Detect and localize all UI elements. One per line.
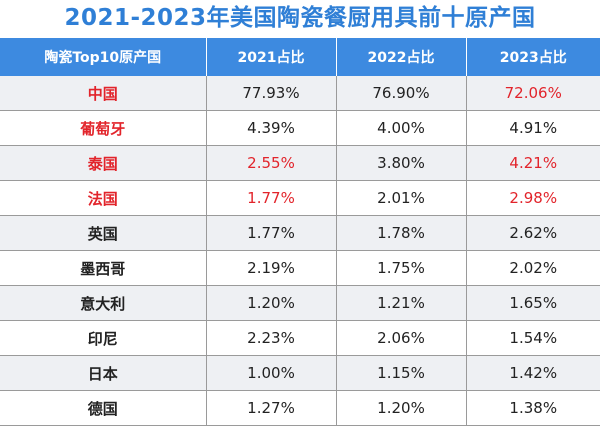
share-cell-2021: 1.00%	[206, 355, 337, 391]
share-cell-2023: 4.91%	[466, 110, 600, 146]
table-row: 意大利 1.20% 1.21% 1.65%	[0, 285, 600, 321]
share-cell-2022: 1.20%	[336, 390, 467, 426]
share-cell-2021: 1.77%	[206, 180, 337, 216]
share-cell-2023: 72.06%	[466, 76, 600, 111]
column-header-country: 陶瓷Top10原产国	[0, 38, 207, 76]
share-cell-2022: 1.75%	[336, 250, 467, 286]
data-table: 陶瓷Top10原产国 2021占比 2022占比 2023占比 中国 77.93%…	[0, 38, 600, 426]
table-body: 中国 77.93% 76.90% 72.06% 葡萄牙 4.39% 4.00% 4.91% 泰国…	[0, 76, 600, 426]
share-cell-2022: 2.01%	[336, 180, 467, 216]
table-row: 印尼 2.23% 2.06% 1.54%	[0, 320, 600, 356]
table-row: 墨西哥 2.19% 1.75% 2.02%	[0, 250, 600, 286]
share-cell-2022: 3.80%	[336, 145, 467, 181]
share-cell-2021: 1.77%	[206, 215, 337, 251]
country-cell: 葡萄牙	[0, 110, 207, 146]
chart-title: 2021-2023年美国陶瓷餐厨用具前十原产国	[64, 5, 536, 31]
country-cell: 法国	[0, 180, 207, 216]
share-cell-2021: 1.27%	[206, 390, 337, 426]
country-cell: 墨西哥	[0, 250, 207, 286]
header-row: 陶瓷Top10原产国 2021占比 2022占比 2023占比	[0, 38, 600, 76]
share-cell-2022: 1.15%	[336, 355, 467, 391]
country-cell: 意大利	[0, 285, 207, 321]
share-cell-2022: 76.90%	[336, 76, 467, 111]
column-header-2022: 2022占比	[336, 38, 467, 76]
share-cell-2023: 2.98%	[466, 180, 600, 216]
share-cell-2021: 4.39%	[206, 110, 337, 146]
table-row: 日本 1.00% 1.15% 1.42%	[0, 355, 600, 391]
share-cell-2021: 2.19%	[206, 250, 337, 286]
share-cell-2022: 4.00%	[336, 110, 467, 146]
country-cell: 泰国	[0, 145, 207, 181]
table-row: 英国 1.77% 1.78% 2.62%	[0, 215, 600, 251]
table-row: 葡萄牙 4.39% 4.00% 4.91%	[0, 110, 600, 146]
share-cell-2023: 2.02%	[466, 250, 600, 286]
table-row: 法国 1.77% 2.01% 2.98%	[0, 180, 600, 216]
country-cell: 英国	[0, 215, 207, 251]
share-cell-2023: 4.21%	[466, 145, 600, 181]
share-cell-2023: 1.54%	[466, 320, 600, 356]
table-row: 德国 1.27% 1.20% 1.38%	[0, 390, 600, 426]
country-cell: 中国	[0, 76, 207, 111]
share-cell-2023: 1.38%	[466, 390, 600, 426]
country-cell: 德国	[0, 390, 207, 426]
country-cell: 日本	[0, 355, 207, 391]
table-row: 泰国 2.55% 3.80% 4.21%	[0, 145, 600, 181]
share-cell-2021: 2.23%	[206, 320, 337, 356]
share-cell-2021: 2.55%	[206, 145, 337, 181]
share-cell-2022: 1.21%	[336, 285, 467, 321]
column-header-2023: 2023占比	[466, 38, 600, 76]
share-cell-2022: 2.06%	[336, 320, 467, 356]
table-row: 中国 77.93% 76.90% 72.06%	[0, 76, 600, 111]
share-cell-2023: 1.65%	[466, 285, 600, 321]
share-cell-2021: 77.93%	[206, 76, 337, 111]
share-cell-2023: 1.42%	[466, 355, 600, 391]
share-cell-2021: 1.20%	[206, 285, 337, 321]
country-cell: 印尼	[0, 320, 207, 356]
share-cell-2022: 1.78%	[336, 215, 467, 251]
column-header-2021: 2021占比	[206, 38, 337, 76]
share-cell-2023: 2.62%	[466, 215, 600, 251]
